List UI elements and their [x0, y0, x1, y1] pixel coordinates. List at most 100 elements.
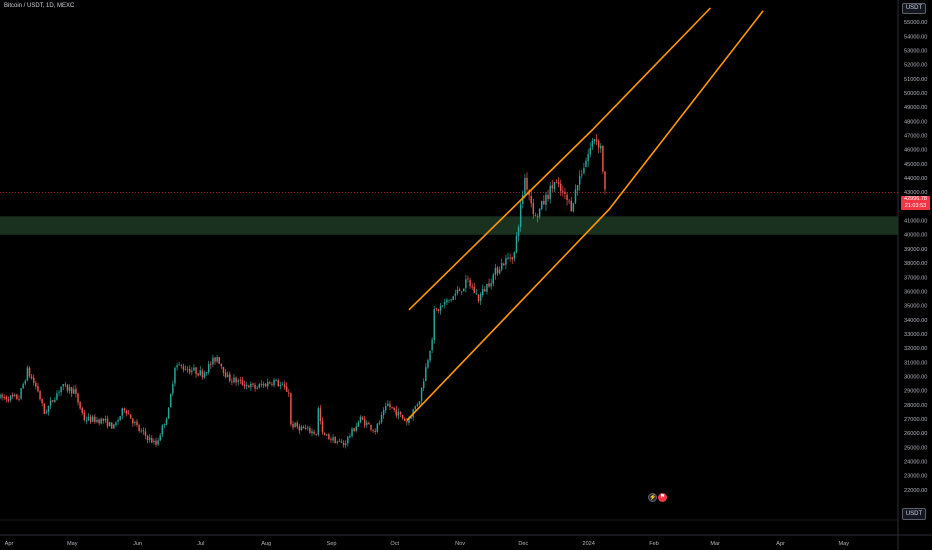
- candle-body: [279, 384, 282, 386]
- candle-body: [397, 411, 400, 416]
- candle-body: [340, 441, 343, 443]
- candle-body: [231, 381, 233, 383]
- candle-body: [191, 370, 193, 372]
- candle-body: [269, 382, 271, 384]
- time-tick-label: Sep: [327, 541, 337, 547]
- candle-body: [393, 407, 395, 411]
- candle-body: [460, 291, 463, 293]
- candle-body: [522, 194, 524, 204]
- candle-body: [136, 421, 138, 426]
- candle-body: [380, 414, 383, 423]
- candle-body: [11, 394, 14, 397]
- candle-body: [471, 286, 473, 288]
- candle-body: [446, 299, 448, 303]
- candle-body: [328, 434, 330, 440]
- candle-body: [458, 289, 461, 292]
- candle-body: [604, 171, 606, 190]
- candle-body: [70, 387, 73, 394]
- candle-body: [229, 374, 231, 381]
- candle-body: [220, 364, 223, 367]
- candle-body: [545, 194, 547, 205]
- flag-icon[interactable]: ⚑: [658, 493, 667, 502]
- candle-body: [475, 293, 478, 295]
- candle-body: [538, 208, 541, 217]
- candle-body: [182, 366, 185, 370]
- event-markers[interactable]: ⚡ ⚑: [648, 493, 667, 502]
- candle-body: [218, 357, 220, 364]
- candle-body: [437, 309, 440, 312]
- candle-body: [465, 279, 467, 289]
- candle-body: [597, 140, 600, 148]
- time-tick-label: May: [67, 541, 78, 547]
- price-tick-label: 38000.00: [904, 261, 927, 267]
- candle-body: [77, 393, 79, 403]
- quote-currency-badge[interactable]: USDT: [902, 3, 926, 14]
- candle-body: [92, 416, 94, 422]
- candle-body: [323, 432, 326, 435]
- candle-body: [174, 367, 176, 384]
- flash-icon[interactable]: ⚡: [648, 493, 657, 502]
- candle-body: [374, 430, 376, 432]
- candle-body: [106, 418, 109, 427]
- candle-body: [51, 400, 54, 402]
- candle-body: [157, 440, 159, 445]
- price-tick-label: 50000.00: [904, 91, 927, 97]
- candle-body: [536, 216, 539, 218]
- candle-body: [408, 418, 410, 423]
- price-tick-label: 24000.00: [904, 459, 927, 465]
- candle-body: [258, 384, 261, 388]
- candle-body: [307, 427, 309, 429]
- candle-body: [43, 403, 46, 414]
- candle-body: [32, 377, 35, 384]
- candle-body: [450, 299, 452, 301]
- candle-body: [250, 383, 252, 388]
- candle-body: [572, 203, 575, 212]
- candle-body: [94, 416, 96, 423]
- candle-body: [81, 407, 83, 413]
- candle-body: [285, 386, 288, 392]
- candle-body: [361, 417, 364, 420]
- candle-body: [519, 204, 522, 227]
- candle-body: [452, 296, 454, 301]
- time-tick-label: Jul: [197, 541, 204, 547]
- time-tick-label: Apr: [776, 541, 785, 547]
- candle-body: [123, 408, 126, 411]
- candle-body: [401, 414, 404, 419]
- candle-body: [273, 379, 275, 386]
- candle-body: [435, 308, 438, 310]
- candle-body: [387, 403, 389, 406]
- candle-body: [564, 191, 566, 194]
- candle-body: [214, 357, 216, 362]
- candle-body: [463, 288, 465, 292]
- candle-body: [325, 434, 328, 436]
- candle-body: [102, 418, 105, 421]
- candle-body: [24, 380, 27, 384]
- candle-body: [216, 357, 218, 362]
- candle-body: [330, 439, 332, 440]
- candle-body: [35, 382, 37, 387]
- candle-body: [562, 191, 564, 193]
- candle-body: [235, 377, 237, 383]
- candle-body: [566, 194, 568, 200]
- candle-body: [532, 202, 535, 214]
- time-tick-label: Jun: [133, 541, 142, 547]
- candle-body: [317, 408, 320, 435]
- candle-body: [498, 269, 501, 274]
- candle-body: [300, 427, 303, 431]
- price-tick-label: 28000.00: [904, 403, 927, 409]
- candle-body: [507, 257, 509, 260]
- candle-body: [296, 422, 298, 427]
- time-tick-label: 2024: [582, 541, 594, 547]
- candle-body: [294, 423, 296, 428]
- candle-body: [203, 372, 206, 378]
- candle-body: [486, 284, 488, 292]
- candle-body: [226, 374, 229, 378]
- price-tick-label: 51000.00: [904, 77, 927, 83]
- candle-body: [332, 437, 334, 441]
- price-tick-label: 47000.00: [904, 134, 927, 140]
- candle-body: [382, 410, 385, 416]
- price-tick-label: 35000.00: [904, 304, 927, 310]
- price-unit-button[interactable]: USDT: [902, 508, 926, 520]
- candle-body: [197, 373, 199, 376]
